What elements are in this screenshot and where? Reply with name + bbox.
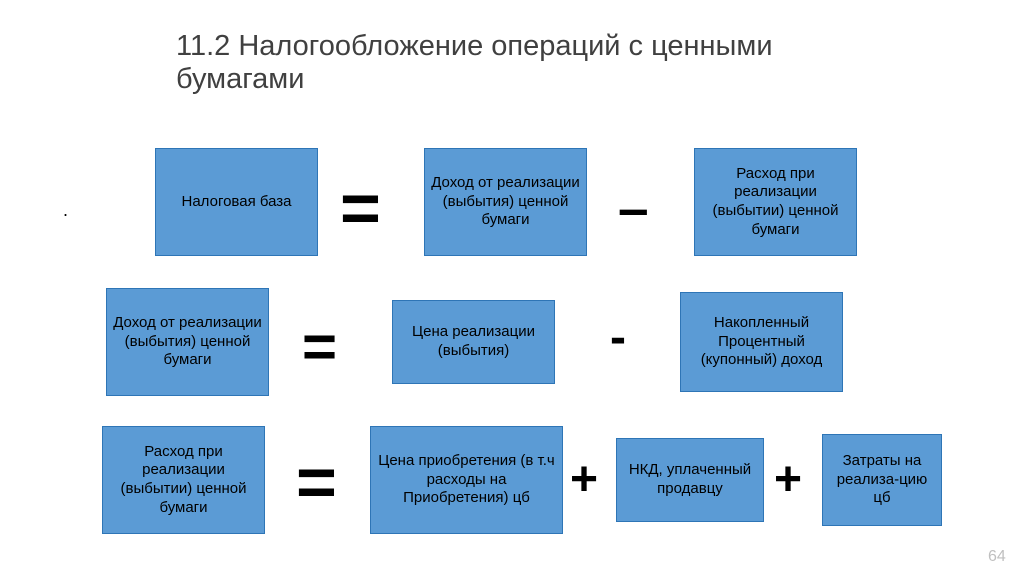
op-equals-1: =: [340, 168, 381, 248]
page-number: 64: [988, 548, 1006, 566]
slide-title: 11.2 Налогообложение операций с ценными …: [176, 30, 816, 96]
box-income-disposal-1: Доход от реализации (выбытия) ценной бум…: [424, 148, 587, 256]
box-purchase-price: Цена приобретения (в т.ч расходы на Прио…: [370, 426, 563, 534]
box-income-disposal-2: Доход от реализации (выбытия) ценной бум…: [106, 288, 269, 396]
box-expense-disposal-1: Расход при реализации (выбытии) ценной б…: [694, 148, 857, 256]
box-disposal-price: Цена реализации (выбытия): [392, 300, 555, 384]
box-disposal-costs: Затраты на реализа-цию цб: [822, 434, 942, 526]
slide: 11.2 Налогообложение операций с ценными …: [0, 0, 1024, 574]
bullet-dot: .: [63, 200, 68, 221]
op-plus-1: +: [570, 452, 598, 507]
op-minus-1: –: [618, 176, 649, 240]
box-nkd-paid: НКД, уплаченный продавцу: [616, 438, 764, 522]
box-tax-base: Налоговая база: [155, 148, 318, 256]
box-accrued-coupon: Накопленный Процентный (купонный) доход: [680, 292, 843, 392]
op-minus-2: -: [610, 310, 626, 365]
op-equals-2: =: [302, 312, 337, 381]
op-plus-2: +: [774, 452, 802, 507]
box-expense-disposal-2: Расход при реализации (выбытии) ценной б…: [102, 426, 265, 534]
op-equals-3: =: [296, 442, 337, 522]
